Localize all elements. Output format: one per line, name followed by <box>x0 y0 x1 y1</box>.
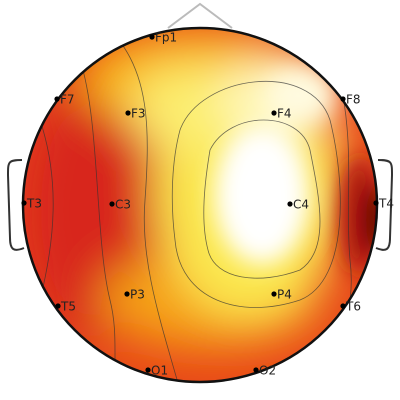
electrode <box>145 367 151 373</box>
electrode <box>55 303 61 309</box>
electrode-label: O1 <box>151 364 168 378</box>
electrode <box>271 291 277 297</box>
electrode <box>253 367 259 373</box>
electrode <box>271 110 277 116</box>
left-ear <box>6 159 25 251</box>
electrode-label: C3 <box>115 198 131 212</box>
electrode-label: T6 <box>345 300 361 314</box>
electrode <box>340 96 346 102</box>
electrode-label: Fp1 <box>155 31 177 45</box>
electrode <box>340 303 346 309</box>
contours <box>39 29 352 382</box>
electrode-label: F3 <box>131 107 146 121</box>
right-ear <box>375 159 394 251</box>
nose <box>167 2 233 29</box>
electrode <box>287 201 293 207</box>
electrode <box>149 34 155 40</box>
electrode-label: T3 <box>26 197 42 211</box>
electrode <box>124 291 130 297</box>
electrode-label: P3 <box>130 288 145 302</box>
electrode-label: T5 <box>60 300 76 314</box>
electrode-label: F7 <box>60 93 75 107</box>
electrode <box>125 110 131 116</box>
electrode-label: T4 <box>378 197 394 211</box>
electrode-label: O2 <box>259 364 276 378</box>
electrode <box>109 201 115 207</box>
electrode-label: C4 <box>293 198 309 212</box>
electrode-label: P4 <box>277 288 292 302</box>
electrode-label: F8 <box>346 93 361 107</box>
electrode <box>373 200 379 206</box>
electrode-label: F4 <box>277 107 292 121</box>
electrode <box>54 96 60 102</box>
electrode <box>21 200 27 206</box>
